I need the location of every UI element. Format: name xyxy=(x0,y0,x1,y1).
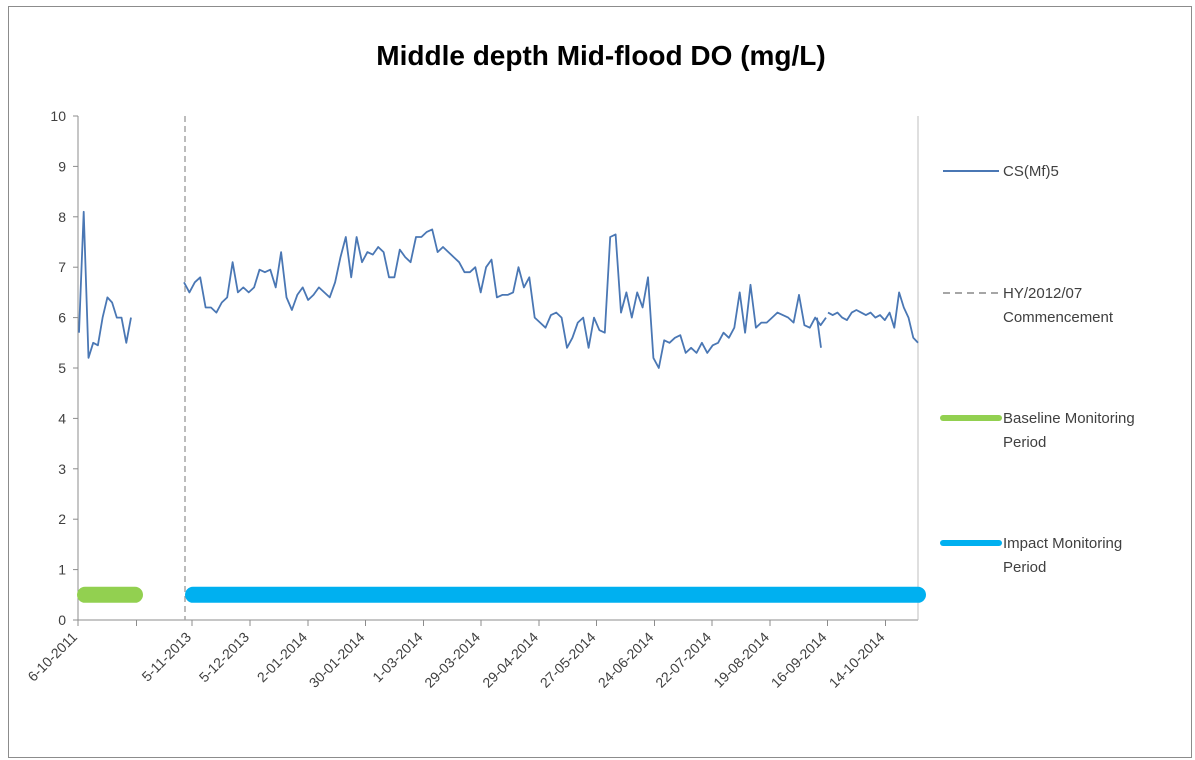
x-tick-label: 6-10-2011 xyxy=(24,629,80,685)
x-tick-label: 1-03-2014 xyxy=(369,629,426,686)
x-tick-label: 29-04-2014 xyxy=(479,629,541,691)
y-tick-label: 0 xyxy=(58,612,66,628)
x-tick-label: 22-07-2014 xyxy=(652,629,714,691)
chart-title: Middle depth Mid-flood DO (mg/L) xyxy=(376,40,825,71)
do-series-line xyxy=(78,210,132,359)
legend-label-impact: Impact Monitoring Period xyxy=(1003,535,1122,576)
y-tick-label: 6 xyxy=(58,310,66,326)
x-tick-label: 16-09-2014 xyxy=(768,629,830,691)
do-series-line xyxy=(827,291,919,344)
x-tick-label: 30-01-2014 xyxy=(306,629,368,691)
y-tick-label: 10 xyxy=(50,108,66,124)
do-series-line xyxy=(183,228,827,369)
y-tick-label: 9 xyxy=(58,158,66,174)
x-tick-label: 29-03-2014 xyxy=(421,629,483,691)
legend-label-series: CS(Mf)5 xyxy=(1003,163,1059,180)
y-tick-label: 5 xyxy=(58,360,66,376)
do-series-line xyxy=(816,317,822,348)
chart-svg: Middle depth Mid-flood DO (mg/L) 0 1 2 3 4 5 6… xyxy=(24,40,1135,691)
y-tick-label: 7 xyxy=(58,259,66,275)
x-tick-label: 19-08-2014 xyxy=(710,629,772,691)
x-tick-label: 5-11-2013 xyxy=(138,629,194,685)
y-tick-label: 3 xyxy=(58,461,66,477)
y-tick-label: 8 xyxy=(58,209,66,225)
chart-frame: Middle depth Mid-flood DO (mg/L) 0 1 2 3 4 5 6… xyxy=(8,6,1192,758)
y-tick-label: 4 xyxy=(58,410,66,426)
x-tick-label: 24-06-2014 xyxy=(595,629,657,691)
x-tick-label: 27-05-2014 xyxy=(537,629,599,691)
y-tick-label: 1 xyxy=(58,562,66,578)
x-tick-label: 5-12-2013 xyxy=(196,629,253,686)
x-tick-label: 14-10-2014 xyxy=(826,629,888,691)
y-tick-label: 2 xyxy=(58,511,66,527)
legend: CS(Mf)5 HY/2012/07 Commencement Baseline M… xyxy=(940,163,1135,576)
x-tick-label: 2-01-2014 xyxy=(254,629,311,686)
legend-label-baseline: Baseline Monitoring Period xyxy=(1003,410,1135,451)
legend-label-commencement: HY/2012/07 Commencement xyxy=(1003,285,1114,326)
